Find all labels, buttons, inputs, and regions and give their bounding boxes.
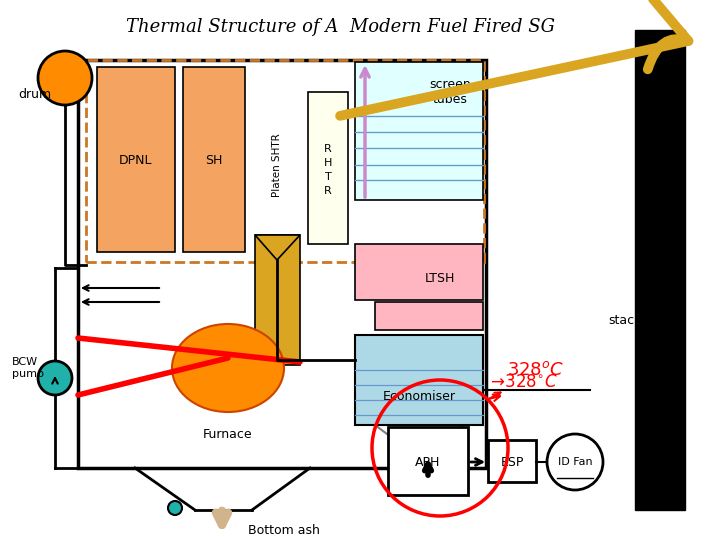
Circle shape <box>168 501 182 515</box>
Text: BCW
pump: BCW pump <box>12 357 44 379</box>
Bar <box>488 440 536 482</box>
Bar <box>78 60 486 468</box>
Text: stack: stack <box>608 314 642 327</box>
Ellipse shape <box>172 324 284 412</box>
Text: Thermal Structure of A  Modern Fuel Fired SG: Thermal Structure of A Modern Fuel Fired… <box>125 18 554 36</box>
Text: SH: SH <box>205 153 222 166</box>
Text: APH: APH <box>415 456 441 469</box>
Text: Platen SHTR: Platen SHTR <box>272 133 282 197</box>
FancyArrowPatch shape <box>340 0 688 116</box>
Text: R
H
T
R: R H T R <box>324 144 332 196</box>
Bar <box>308 92 348 244</box>
Text: ID Fan: ID Fan <box>558 457 593 467</box>
Bar <box>355 62 483 200</box>
Bar <box>97 67 175 252</box>
Bar <box>355 244 483 300</box>
Bar <box>86 60 484 262</box>
Text: $328^oC$: $328^oC$ <box>507 361 564 379</box>
Polygon shape <box>255 235 300 260</box>
Text: ESP: ESP <box>500 456 523 469</box>
Bar <box>183 67 245 252</box>
Circle shape <box>547 434 603 490</box>
Text: DPNL: DPNL <box>120 153 153 166</box>
Circle shape <box>38 361 72 395</box>
Bar <box>375 302 483 330</box>
Text: Economiser: Economiser <box>382 390 456 403</box>
Bar <box>355 335 483 425</box>
Bar <box>635 30 685 510</box>
Bar <box>255 235 300 365</box>
Text: screen
tubes: screen tubes <box>429 78 471 106</box>
Bar <box>388 427 468 495</box>
Text: Furnace: Furnace <box>203 429 253 442</box>
Text: Bottom ash: Bottom ash <box>248 523 320 537</box>
Circle shape <box>38 51 92 105</box>
Text: $\rightarrow\!328^{\circ}C$: $\rightarrow\!328^{\circ}C$ <box>487 373 558 391</box>
Text: drum: drum <box>18 89 51 102</box>
Text: LTSH: LTSH <box>425 272 455 285</box>
